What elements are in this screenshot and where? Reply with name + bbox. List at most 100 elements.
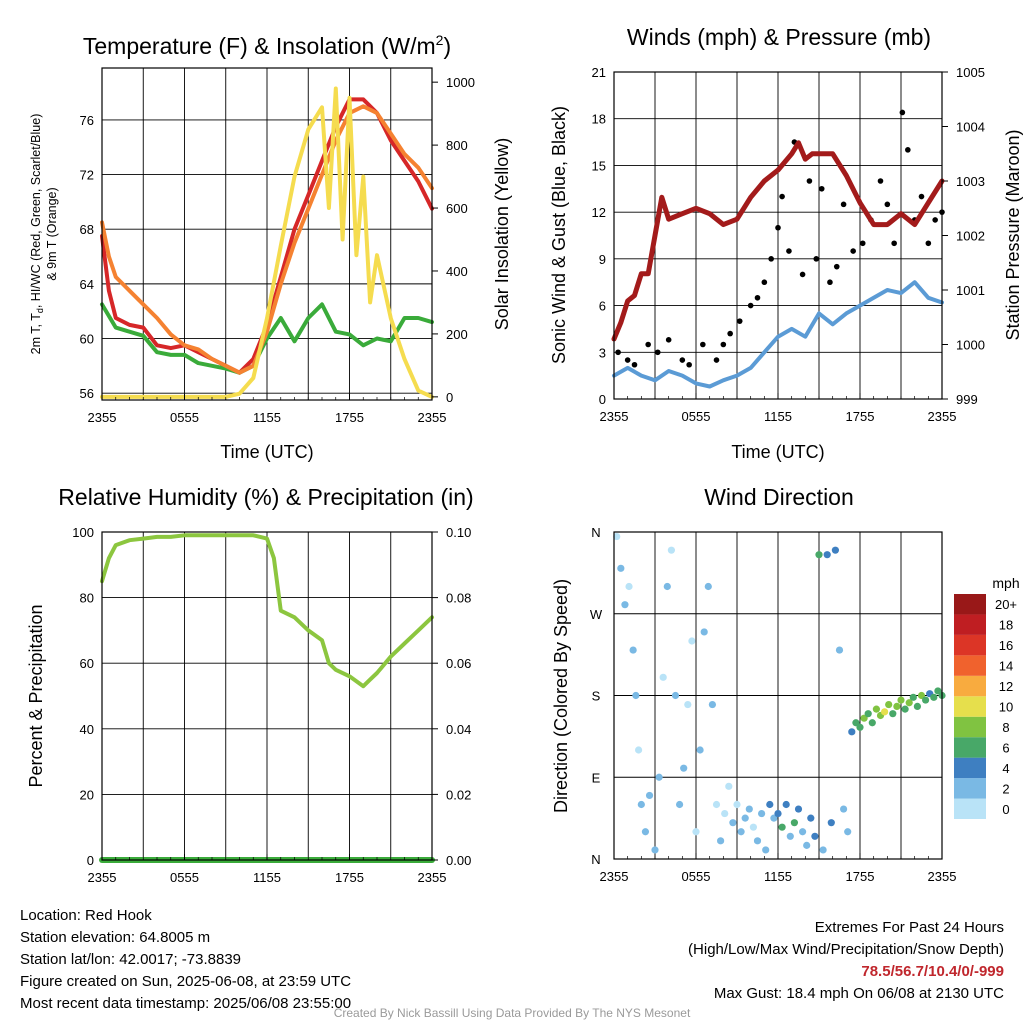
y-tick-label: N xyxy=(591,525,600,540)
wind-direction-point xyxy=(922,696,930,704)
y-tick-label: 40 xyxy=(80,722,94,737)
colorbar-tick-label: 0 xyxy=(1002,802,1009,817)
wind-direction-point xyxy=(637,800,645,809)
wind-direction-point xyxy=(753,837,762,845)
x-tick-label: 0555 xyxy=(170,870,199,885)
chart-title: Relative Humidity (%) & Precipitation (i… xyxy=(58,484,473,510)
x-axis-label: Time (UTC) xyxy=(731,442,824,462)
wind-direction-point xyxy=(762,846,770,854)
colorbar-segment xyxy=(954,594,986,615)
wind-direction-point xyxy=(625,582,633,591)
wind-direction-point xyxy=(766,800,774,809)
y-tick-label: 60 xyxy=(80,332,94,347)
created-text: Figure created on Sun, 2025-06-08, at 23… xyxy=(20,973,352,990)
gust-point xyxy=(833,263,840,270)
wind-direction-point xyxy=(688,637,696,645)
wind-direction-point xyxy=(635,746,643,754)
colorbar-tick-label: 6 xyxy=(1002,740,1009,755)
extremes-values: 78.5/56.7/10.4/0/-999 xyxy=(861,963,1004,980)
ticks: 2355 0555 1155 1755 2355 0 20 40 60 80 100 0.00 0.02… xyxy=(72,525,471,885)
y-tick-label: 80 xyxy=(80,591,94,606)
wind-direction-point xyxy=(799,828,807,836)
wind-direction-point xyxy=(651,846,659,854)
wind-direction-point xyxy=(840,805,848,813)
gust-point xyxy=(905,147,911,153)
x-tick-label: 2355 xyxy=(600,869,629,884)
wind-direction-point xyxy=(807,814,815,822)
colorbar-tick-label: 12 xyxy=(999,679,1013,694)
colorbar-segment xyxy=(954,655,986,676)
gust-point xyxy=(631,361,638,368)
y-tick-label: 72 xyxy=(80,168,94,183)
x-tick-label: 0555 xyxy=(682,869,711,884)
y-axis-label: Sonic Wind & Gust (Blue, Black) xyxy=(549,106,569,364)
winds-pressure-chart: Winds (mph) & Pressure (mb) 2355 0555 1155… xyxy=(549,24,1023,462)
wind-direction-point xyxy=(684,700,692,709)
wind-direction-point xyxy=(749,823,758,831)
wind-direction-point xyxy=(803,841,811,849)
y-tick-label: 3 xyxy=(599,345,606,360)
y-tick-label: 60 xyxy=(80,656,94,671)
x-tick-label: 2355 xyxy=(418,870,447,885)
gust-point xyxy=(827,279,833,286)
wind-direction-point xyxy=(815,551,823,559)
wind-direction-point xyxy=(844,828,852,836)
station-info: Location: Red Hook Station elevation: 64… xyxy=(20,905,351,1015)
colorbar-label: mph xyxy=(992,575,1019,591)
y-axis-label-line1: 2m T, Td, HI/WC (Red, Green, Scarlet/Blu… xyxy=(29,114,45,355)
y2-tick-label: 0.10 xyxy=(446,525,471,540)
gust-point xyxy=(818,185,825,192)
recent-data-text: Most recent data timestamp: 2025/06/08 2… xyxy=(20,995,352,1012)
gust-point xyxy=(713,357,720,363)
wind-direction-point xyxy=(778,823,786,831)
max-gust-text: Max Gust: 18.4 mph On 06/08 at 2130 UTC xyxy=(713,985,1004,1002)
extremes-title: Extremes For Past 24 Hours xyxy=(814,919,1004,936)
y-axis-label: Percent & Precipitation xyxy=(26,604,46,787)
wind-direction-point xyxy=(794,805,803,813)
x-tick-label: 1155 xyxy=(253,870,281,885)
y-tick-label: 0 xyxy=(87,853,94,868)
y2-tick-label: 1001 xyxy=(956,283,985,298)
grid xyxy=(614,71,942,400)
x-tick-label: 2355 xyxy=(600,409,629,424)
gust-point xyxy=(775,224,781,231)
y2-tick-label: 999 xyxy=(956,392,978,407)
td-line xyxy=(100,302,434,375)
x-tick-label: 1755 xyxy=(335,410,364,425)
gust-point xyxy=(700,341,706,348)
x-tick-label: 1155 xyxy=(253,410,281,425)
gust-point xyxy=(686,361,692,368)
y-tick-label: 9 xyxy=(599,252,606,267)
y2-tick-label: 0.08 xyxy=(446,591,471,606)
y-tick-label: 56 xyxy=(80,386,94,401)
gust-point xyxy=(720,341,727,348)
colorbar-tick-label: 14 xyxy=(999,659,1013,674)
y-tick-label: 100 xyxy=(72,525,94,540)
gust-point xyxy=(859,240,866,247)
y2-tick-label: 1002 xyxy=(956,229,985,244)
gust-point xyxy=(679,357,686,363)
wind-direction-point xyxy=(909,693,917,701)
wind-direction-point xyxy=(905,699,913,707)
x-tick-label: 1755 xyxy=(846,409,875,424)
wind-direction-point xyxy=(786,832,794,840)
x-tick-label: 1755 xyxy=(846,869,875,884)
grid xyxy=(614,532,942,859)
wind-direction-point xyxy=(885,700,893,709)
y-tick-label: W xyxy=(590,607,603,622)
y2-tick-label: 1005 xyxy=(956,65,985,80)
y-tick-label: 20 xyxy=(80,787,94,802)
gust-point xyxy=(615,349,621,356)
y2-tick-label: 0.06 xyxy=(446,656,471,671)
gust-point xyxy=(932,217,938,223)
wind-direction-point xyxy=(893,702,901,711)
extremes-info: Extremes For Past 24 Hours (High/Low/Max… xyxy=(688,917,1004,1005)
grid xyxy=(102,68,432,400)
wind-direction-point xyxy=(629,646,637,654)
chart-title: Temperature (F) & Insolation (W/m2) xyxy=(83,32,451,59)
latlon-text: Station lat/lon: 42.0017; -73.8839 xyxy=(20,951,242,968)
wind-direction-point xyxy=(811,832,819,840)
solar-insolation-line xyxy=(100,86,434,399)
